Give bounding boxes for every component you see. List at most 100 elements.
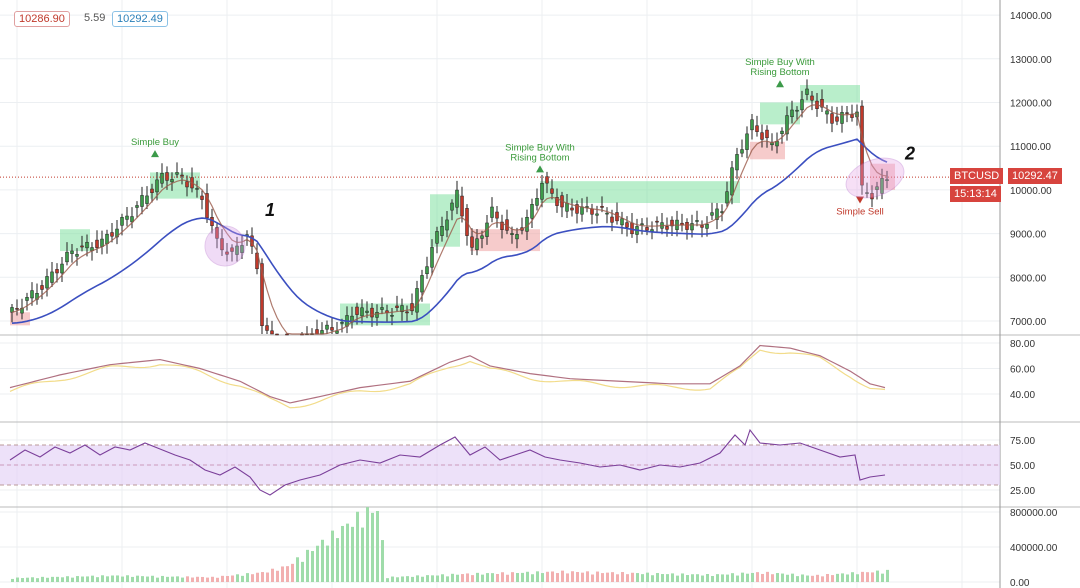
volume-bar bbox=[626, 574, 629, 582]
volume-bar bbox=[736, 575, 739, 582]
volume-bar bbox=[96, 577, 99, 582]
buy-zone bbox=[760, 102, 800, 125]
candle-body bbox=[865, 192, 869, 194]
volume-bar bbox=[436, 575, 439, 582]
bar-countdown-label: 15:13:14 bbox=[950, 186, 1001, 202]
volume-bar bbox=[746, 573, 749, 582]
y-tick-label: 80.00 bbox=[1010, 339, 1035, 350]
volume-bar bbox=[316, 545, 319, 582]
candle-body bbox=[65, 251, 69, 263]
volume-bar bbox=[381, 540, 384, 582]
y-tick-label: 9000.00 bbox=[1010, 230, 1047, 241]
volume-bar bbox=[41, 576, 44, 582]
volume-bar bbox=[831, 575, 834, 582]
volume-bar bbox=[326, 545, 329, 582]
volume-bar bbox=[36, 578, 39, 582]
volume-bar bbox=[781, 573, 784, 582]
volume-bar bbox=[376, 510, 379, 582]
volume-bar bbox=[31, 577, 34, 582]
candle-body bbox=[850, 114, 854, 118]
volume-bar bbox=[751, 572, 754, 582]
candle-body bbox=[120, 217, 124, 226]
volume-bar bbox=[611, 572, 614, 582]
volume-bar bbox=[571, 571, 574, 582]
volume-bar bbox=[581, 572, 584, 582]
volume-bar bbox=[471, 575, 474, 582]
candle-body bbox=[180, 174, 184, 177]
candle-body bbox=[30, 290, 34, 299]
volume-bar bbox=[771, 574, 774, 582]
candle-body bbox=[365, 310, 369, 313]
volume-bar bbox=[706, 574, 709, 582]
candle-body bbox=[845, 112, 849, 114]
volume-bar bbox=[556, 573, 559, 582]
volume-bar bbox=[481, 574, 484, 582]
candle-body bbox=[605, 212, 609, 215]
candle-body bbox=[875, 186, 879, 190]
volume-bar bbox=[816, 574, 819, 582]
candle-body bbox=[655, 220, 659, 223]
volume-bar bbox=[81, 576, 84, 582]
volume-bar bbox=[821, 576, 824, 582]
candle-body bbox=[565, 202, 569, 212]
volume-bar bbox=[261, 572, 264, 582]
volume-bar bbox=[256, 572, 259, 582]
volume-bar bbox=[506, 574, 509, 582]
candle-body bbox=[500, 221, 504, 230]
volume-bar bbox=[341, 525, 344, 582]
volume-bar bbox=[861, 571, 864, 582]
volume-bar bbox=[546, 571, 549, 582]
candle-body bbox=[80, 245, 84, 248]
fast-average-line bbox=[11, 104, 888, 335]
volume-bar bbox=[161, 575, 164, 582]
volume-bar bbox=[576, 572, 579, 582]
candle-body bbox=[460, 195, 464, 217]
highlight-ellipse bbox=[204, 225, 246, 267]
y-tick-label: 10000.00 bbox=[1010, 186, 1052, 197]
candle-body bbox=[470, 236, 474, 248]
volume-bar bbox=[666, 574, 669, 582]
candle-body bbox=[640, 223, 644, 226]
oscillator-signal-line bbox=[9, 349, 886, 409]
candle-body bbox=[795, 109, 799, 112]
volume-bar bbox=[846, 574, 849, 582]
candle-body bbox=[790, 109, 794, 118]
volume-bar bbox=[661, 574, 664, 582]
candle-body bbox=[450, 202, 454, 211]
candle-body bbox=[215, 227, 219, 239]
y-tick-label: 13000.00 bbox=[1010, 55, 1052, 66]
candle-body bbox=[325, 324, 329, 330]
volume-bar bbox=[646, 572, 649, 582]
candle-body bbox=[395, 305, 399, 308]
volume-bar bbox=[606, 572, 609, 582]
volume-bar bbox=[126, 575, 129, 582]
volume-bar bbox=[146, 576, 149, 582]
candle-body bbox=[720, 211, 724, 213]
candle-body bbox=[370, 307, 374, 318]
volume-bar bbox=[51, 576, 54, 582]
candle-body bbox=[820, 99, 824, 108]
candle-body bbox=[510, 233, 514, 235]
candle-body bbox=[835, 116, 839, 122]
candle-body bbox=[650, 229, 654, 232]
volume-bar bbox=[71, 577, 74, 582]
candle-body bbox=[765, 129, 769, 139]
volume-bar bbox=[286, 566, 289, 582]
candle-body bbox=[430, 247, 434, 268]
volume-bar bbox=[116, 575, 119, 582]
volume-bar bbox=[461, 574, 464, 582]
candle-body bbox=[220, 238, 224, 251]
candle-body bbox=[745, 133, 749, 150]
candle-body bbox=[495, 211, 499, 219]
y-tick-label: 75.00 bbox=[1010, 436, 1035, 447]
volume-bar bbox=[731, 573, 734, 582]
candle-body bbox=[670, 219, 674, 227]
volume-bar bbox=[686, 575, 689, 582]
volume-bar bbox=[836, 573, 839, 582]
volume-bar bbox=[511, 572, 514, 582]
volume-bar bbox=[11, 578, 14, 582]
volume-bar bbox=[561, 570, 564, 582]
volume-bar bbox=[756, 572, 759, 582]
